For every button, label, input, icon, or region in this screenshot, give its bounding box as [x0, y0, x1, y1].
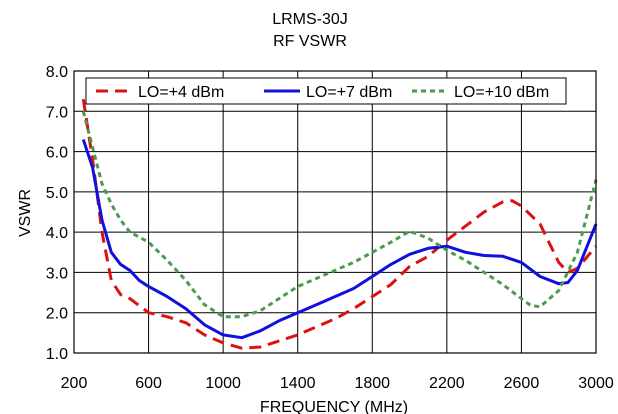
series-line-1 — [81, 98, 598, 350]
x-tick-label: 200 — [61, 375, 88, 392]
x-axis-label: FREQUENCY (MHz) — [260, 399, 408, 414]
x-tick-label: 2200 — [429, 375, 465, 392]
y-tick-label: 2.0 — [46, 306, 68, 323]
x-tick-label: 1000 — [205, 375, 241, 392]
x-tick-label: 600 — [135, 375, 162, 392]
y-tick-label: 6.0 — [46, 145, 68, 162]
y-tick-label: 8.0 — [46, 64, 68, 81]
x-tick-label: 1400 — [280, 375, 316, 392]
legend-box — [85, 77, 567, 105]
grid — [73, 70, 597, 354]
chart-title: LRMS-30J — [272, 11, 348, 28]
y-tick-label: 1.0 — [46, 346, 68, 363]
y-tick-label: 5.0 — [46, 185, 68, 202]
y-tick-label: 4.0 — [46, 225, 68, 242]
x-tick-label: 3000 — [578, 375, 614, 392]
x-tick-label: 2600 — [504, 375, 540, 392]
plot-frame — [73, 70, 597, 354]
series-lines — [81, 98, 598, 350]
y-axis-label: VSWR — [17, 189, 34, 237]
legend-label-1: LO=+4 dBm — [138, 84, 224, 101]
series-line-2 — [81, 139, 598, 340]
x-tick-label: 1800 — [354, 375, 390, 392]
chart-subtitle: RF VSWR — [273, 33, 347, 50]
series-line-3 — [81, 110, 598, 319]
legend-label-2: LO=+7 dBm — [306, 84, 392, 101]
legend-label-3: LO=+10 dBm — [454, 84, 549, 101]
y-tick-label: 7.0 — [46, 104, 68, 121]
legend: LO=+4 dBm LO=+7 dBm LO=+10 dBm — [85, 77, 567, 105]
y-tick-label: 3.0 — [46, 265, 68, 282]
tick-labels: 200 600 1000 1400 1800 2200 2600 3000 1.0 2.0 3.0 4… — [46, 64, 614, 392]
